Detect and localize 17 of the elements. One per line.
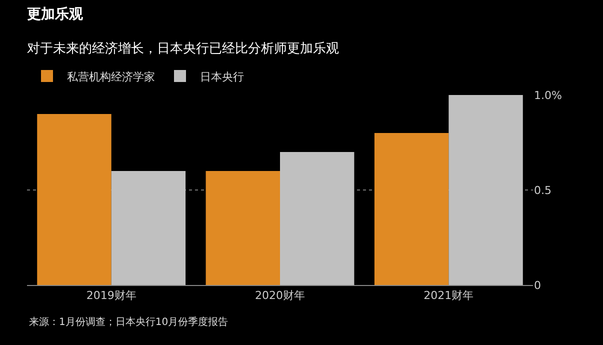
- bar: [206, 171, 280, 285]
- bar: [280, 152, 354, 285]
- legend-label: 日本央行: [200, 70, 244, 84]
- x-tick-label: 2019财年: [86, 289, 136, 302]
- legend-label: 私营机构经济学家: [67, 70, 155, 84]
- bar: [111, 171, 186, 285]
- y-tick-label: 1.0%: [534, 88, 562, 102]
- chart-title: 更加乐观: [27, 5, 84, 22]
- source-note: 来源：1月份调查；日本央行10月份季度报告: [29, 316, 228, 328]
- x-tick-label: 2020财年: [255, 289, 305, 302]
- chart-subtitle: 对于未来的经济增长，日本央行已经比分析师更加乐观: [27, 41, 340, 56]
- bar: [37, 114, 112, 285]
- y-tick-label: 0: [534, 278, 541, 292]
- bar: [374, 133, 449, 285]
- bar: [448, 95, 523, 285]
- x-tick-label: 2021财年: [424, 289, 474, 302]
- y-tick-label: 0.5: [534, 184, 552, 197]
